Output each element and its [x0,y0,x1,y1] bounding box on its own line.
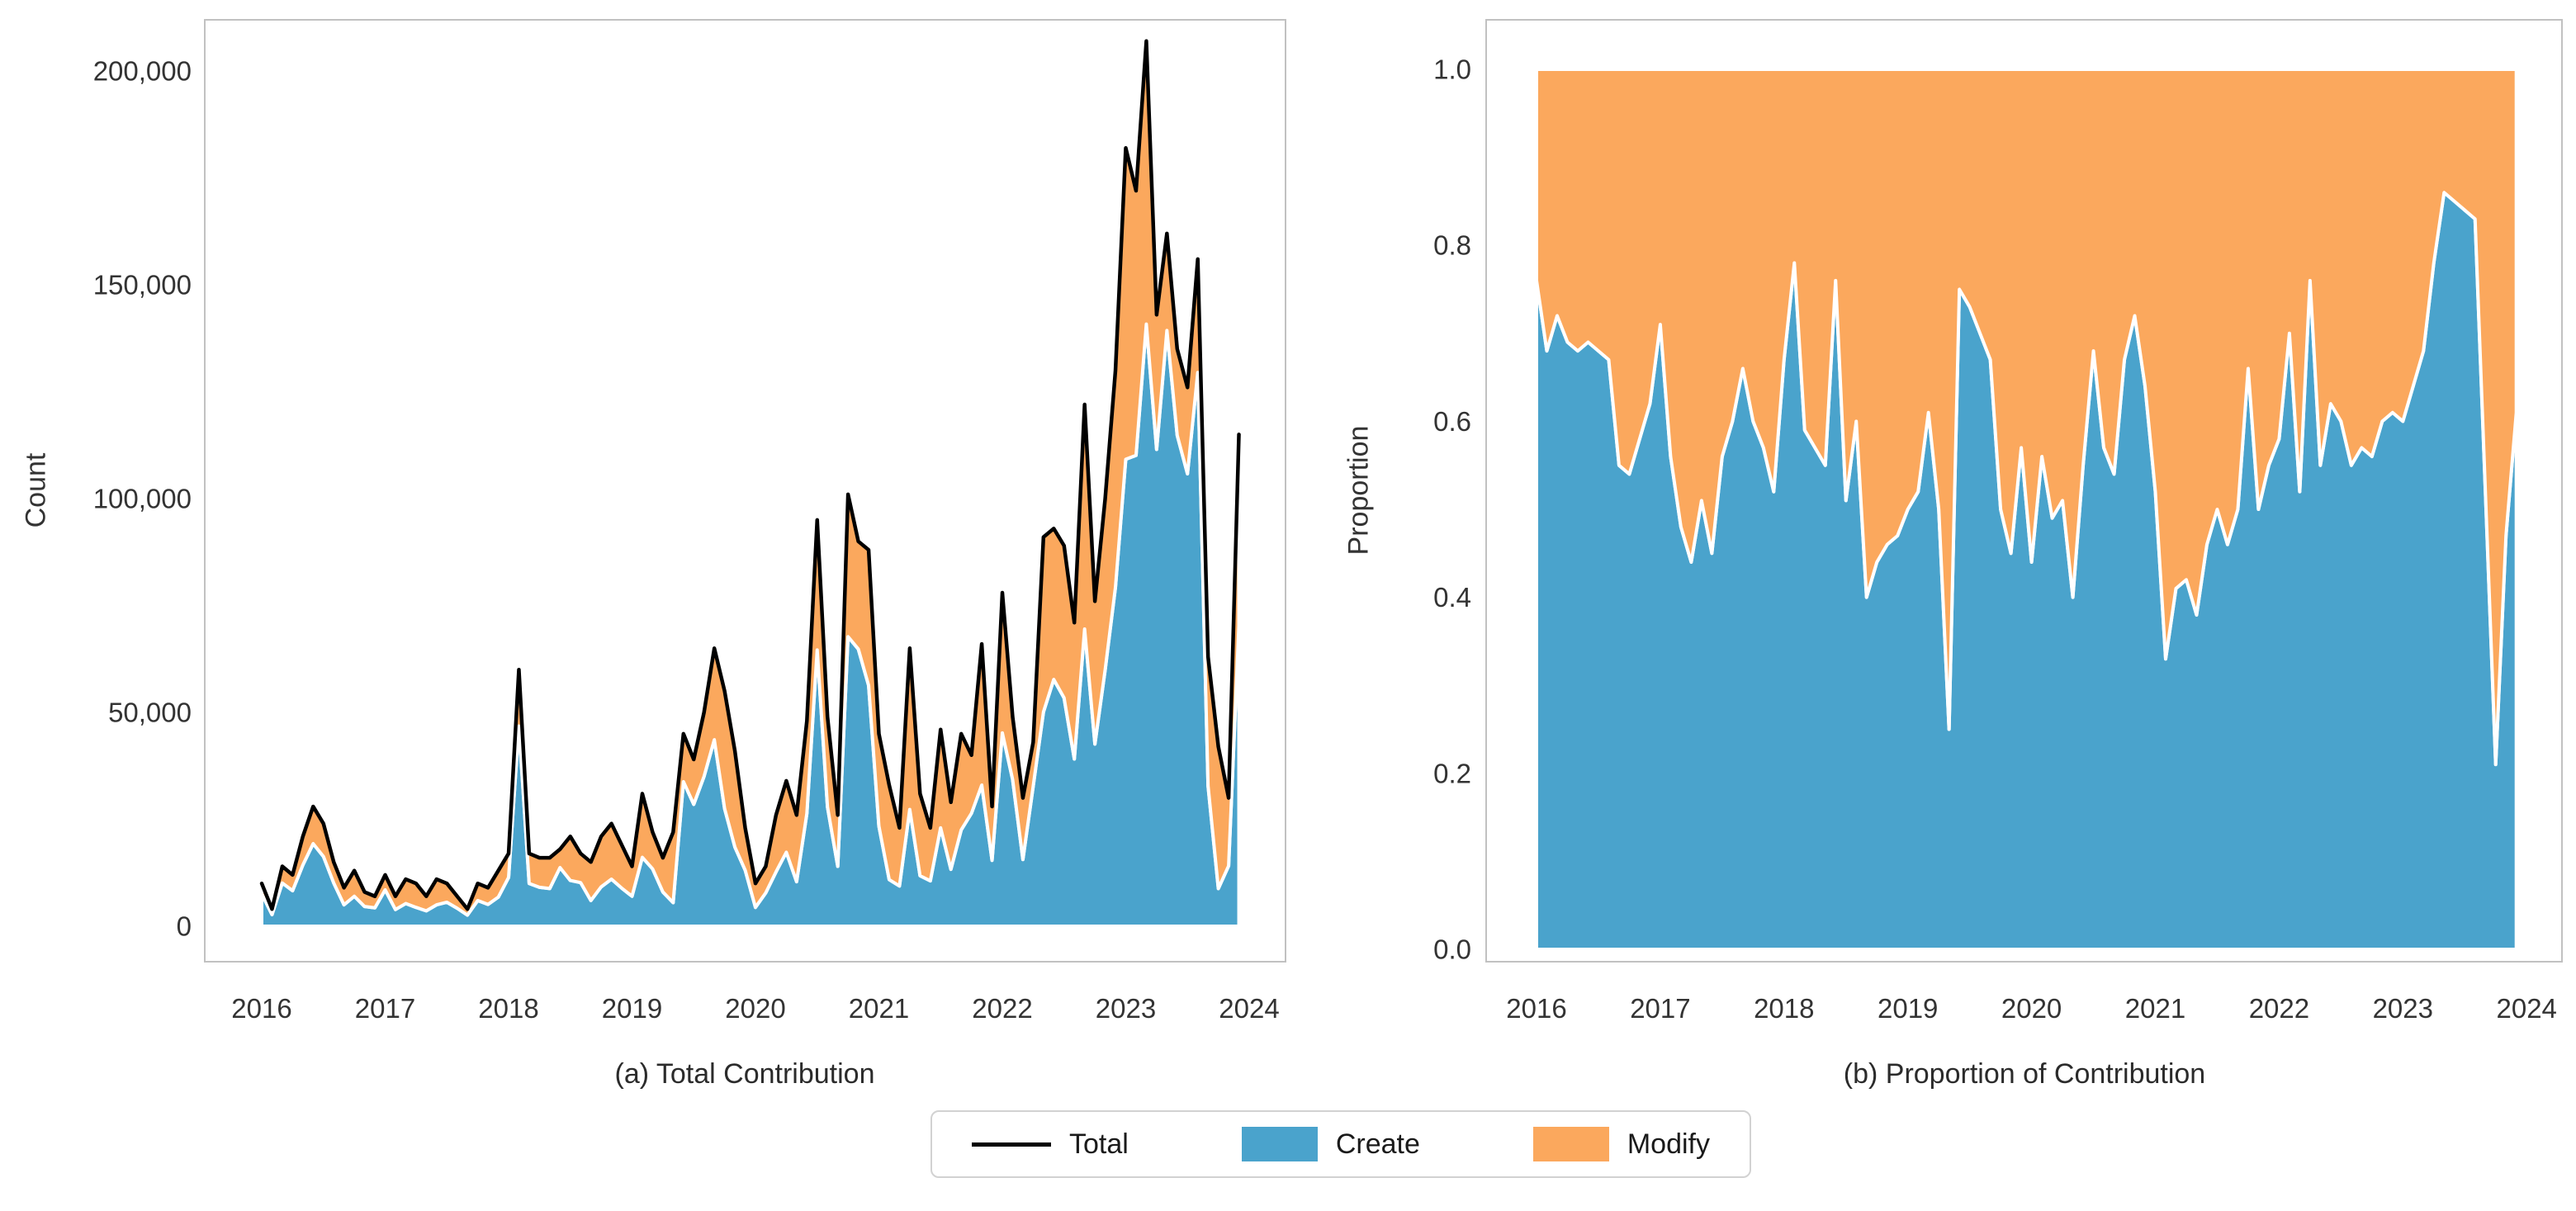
modify-patch-swatch [1532,1127,1609,1161]
y-tick-label: 100,000 [93,484,192,514]
x-tick-label: 2023 [2373,993,2433,1024]
y-tick-label: 0.0 [1433,934,1471,965]
y-tick-label: 0.8 [1433,230,1471,261]
y-tick-label: 200,000 [93,56,192,87]
x-tick-label: 2019 [1878,993,1938,1024]
x-tick-label: 2022 [2249,993,2309,1024]
total-line-swatch [972,1142,1051,1147]
y-tick-label: 50,000 [108,698,192,728]
x-tick-label: 2021 [849,993,909,1024]
y-tick-label: 0 [177,911,192,942]
legend-item-create: Create [1241,1127,1420,1161]
y-tick-label: 1.0 [1433,54,1471,85]
x-tick-label: 2018 [478,993,538,1024]
y-axis-label-proportion: Proportion [1342,425,1375,556]
x-tick-label: 2022 [972,993,1032,1024]
x-tick-label: 2019 [602,993,662,1024]
plot-frame-proportion [1485,19,2563,963]
y-tick-label: 0.2 [1433,758,1471,788]
legend-label-modify: Modify [1627,1128,1710,1160]
y-tick-label: 0.6 [1433,406,1471,437]
x-tick-label: 2021 [2125,993,2185,1024]
total-line [259,39,1241,911]
x-tick-label: 2018 [1754,993,1814,1024]
x-tick-label: 2017 [1630,993,1690,1024]
legend-item-modify: Modify [1532,1127,1710,1161]
x-tick-label: 2016 [1506,993,1566,1024]
x-tick-label: 2020 [2001,993,2062,1024]
plot-frame-count [204,19,1286,963]
x-tick-label: 2024 [2496,993,2556,1024]
legend-item-total: Total [972,1128,1129,1161]
y-tick-label: 0.4 [1433,582,1471,613]
legend-label-total: Total [1069,1128,1129,1160]
legend: Total Create Modify [930,1110,1751,1178]
caption-total-contribution: (a) Total Contribution [614,1058,875,1090]
y-axis-label-count: Count [20,452,52,528]
x-tick-label: 2016 [231,993,291,1024]
x-tick-label: 2023 [1096,993,1156,1024]
modify-area [1535,68,2518,767]
x-tick-label: 2020 [725,993,785,1024]
create-patch-swatch [1241,1127,1318,1161]
caption-proportion-of-contribution: (b) Proportion of Contribution [1843,1058,2206,1090]
x-tick-label: 2024 [1219,993,1279,1024]
x-tick-label: 2017 [355,993,415,1024]
y-tick-label: 150,000 [93,270,192,300]
legend-label-create: Create [1335,1128,1420,1160]
